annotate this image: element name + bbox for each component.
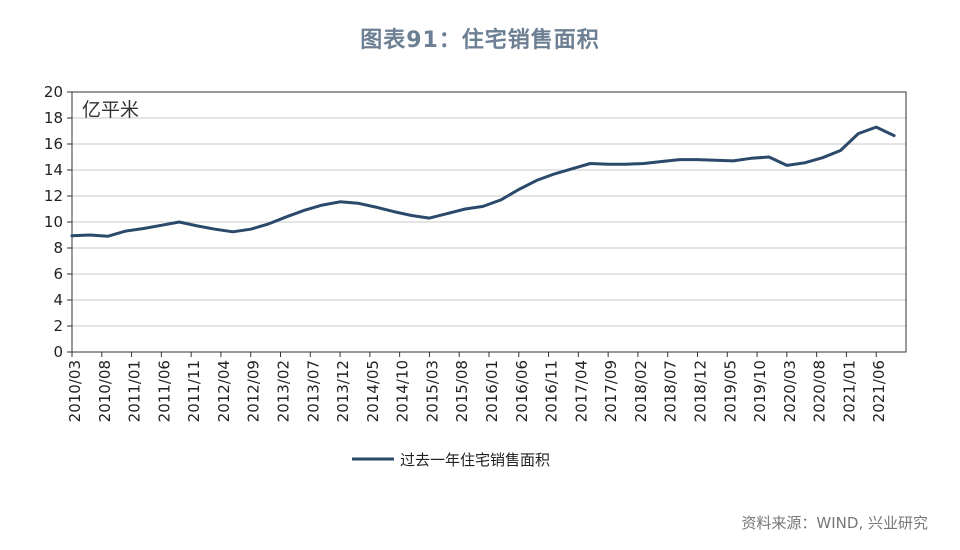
x-tick-label: 2021/06 [870,360,888,422]
series [70,125,896,238]
x-tick-label: 2020/08 [811,360,829,422]
x-tick-label: 2015/03 [423,360,441,422]
y-axis-tick-labels: 0 2 4 6 8 10 12 14 16 18 20 [44,83,63,361]
y-tick-label: 12 [44,187,63,205]
x-tick-label: 2018/12 [692,360,710,422]
y-tick-label: 4 [53,291,63,309]
legend-label: 过去一年住宅销售面积 [400,451,550,469]
gridlines [72,91,906,327]
x-tick-label: 2010/03 [66,360,84,422]
series-line-0 [70,125,896,238]
y-tick-label: 2 [53,317,63,335]
x-tick-label: 2015/08 [453,360,471,422]
x-tick-label: 2011/06 [155,360,173,422]
y-tick-label: 6 [53,265,63,283]
y-tick-label: 10 [44,213,63,231]
x-tick-label: 2013/07 [304,360,322,422]
y-tick-label: 20 [44,83,63,101]
y-tick-label: 16 [44,135,63,153]
x-tick-label: 2012/04 [215,360,233,422]
x-tick-label: 2010/08 [96,360,114,422]
x-tick-label: 2017/09 [602,360,620,422]
x-axis-tick-labels: 2010/03 2010/08 2011/01 2011/06 2011/11 2012/… [66,360,888,422]
x-tick-label: 2018/07 [662,360,680,422]
y-tick-label: 8 [53,239,63,257]
axes [67,91,907,357]
x-tick-label: 2021/01 [840,360,858,422]
y-tick-label: 14 [44,161,63,179]
legend: 过去一年住宅销售面积 [352,451,550,469]
source-note: 资料来源：WIND, 兴业研究 [741,514,928,532]
x-tick-label: 2020/03 [781,360,799,422]
x-tick-label: 2016/06 [513,360,531,422]
x-tick-label: 2019/05 [721,360,739,422]
x-tick-label: 2017/04 [572,360,590,422]
x-tick-label: 2011/01 [126,360,144,422]
x-tick-label: 2014/10 [394,360,412,422]
x-tick-label: 2018/02 [632,360,650,422]
x-tick-label: 2011/11 [185,360,203,422]
x-tick-label: 2012/09 [245,360,263,422]
x-tick-label: 2014/05 [364,360,382,422]
chart-title: 图表91：住宅销售面积 [360,28,600,53]
x-tick-label: 2016/11 [543,360,561,422]
y-tick-label: 18 [44,109,63,127]
x-tick-label: 2019/10 [751,360,769,422]
y-tick-label: 0 [53,343,63,361]
y-unit-label: 亿平米 [82,99,139,121]
x-tick-label: 2016/01 [483,360,501,422]
x-tick-label: 2013/02 [275,360,293,422]
x-tick-label: 2013/12 [334,360,352,422]
